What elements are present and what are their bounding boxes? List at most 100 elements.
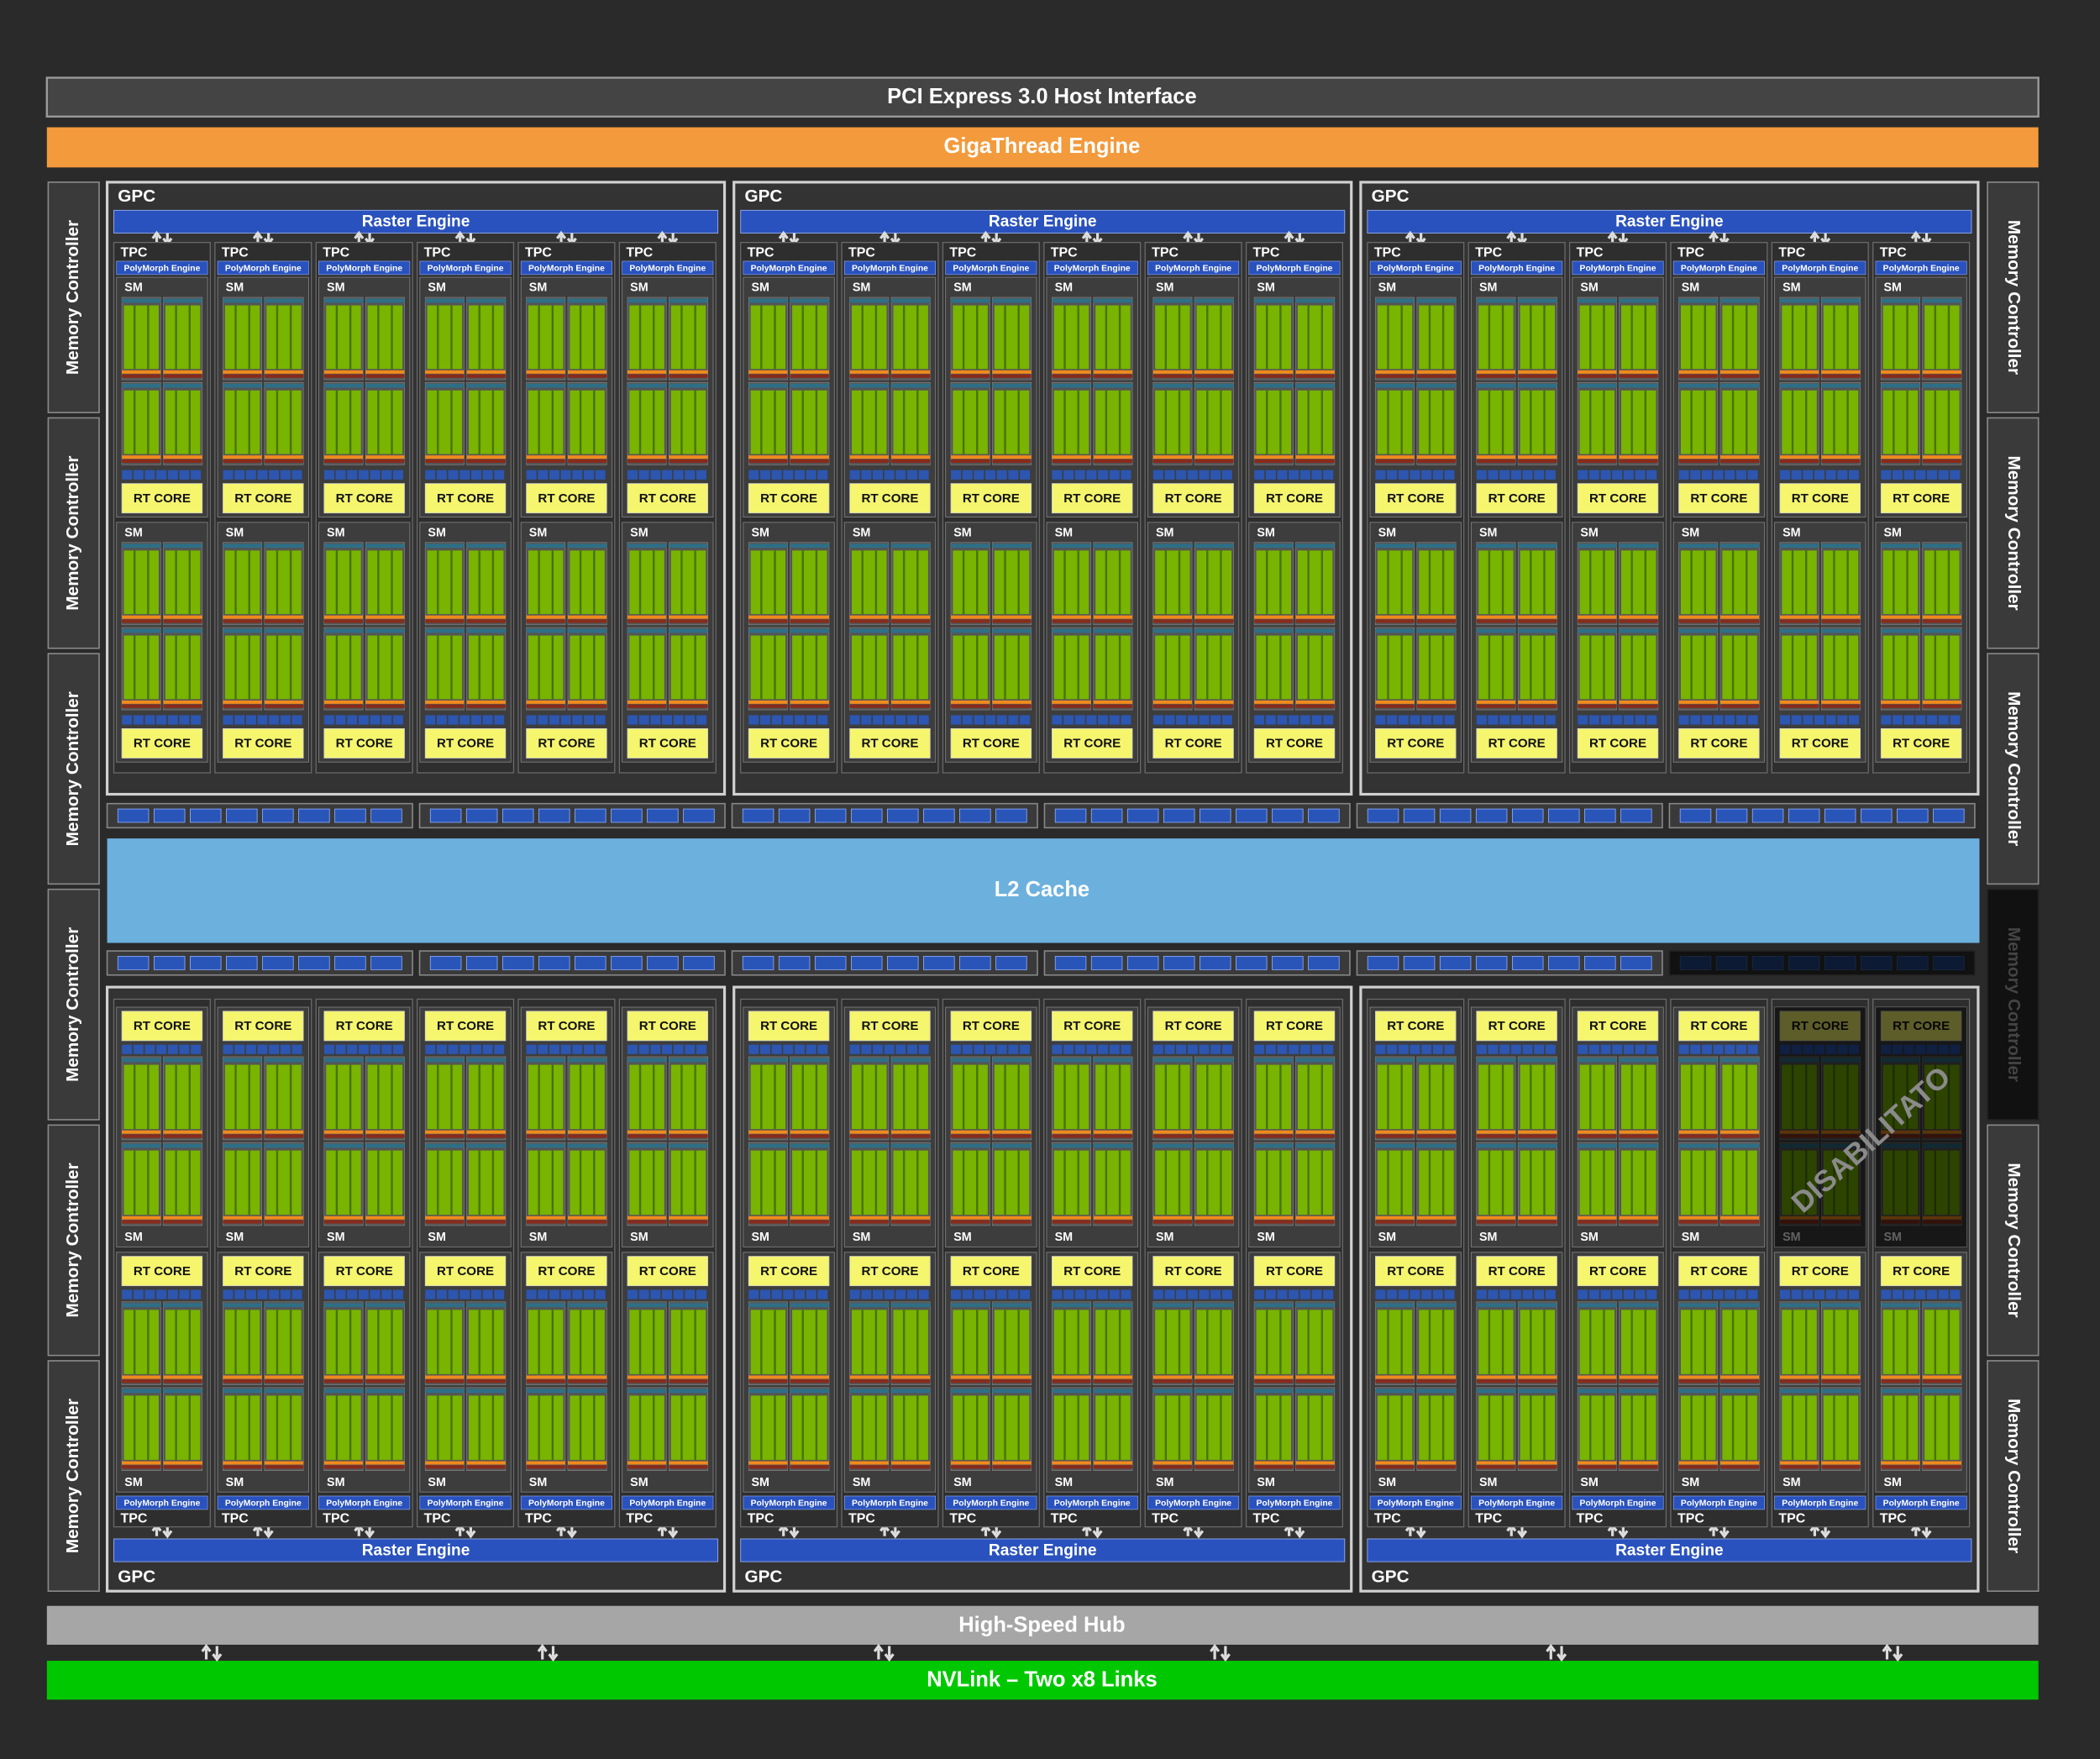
partition-cache — [992, 1216, 1032, 1220]
partition-lsu — [891, 1465, 931, 1469]
polymorph-label: PolyMorph Engine — [852, 264, 928, 273]
partition-bar — [1152, 383, 1193, 388]
core-stripe — [1704, 1064, 1707, 1130]
register-file — [1488, 1289, 1499, 1300]
partition-cache — [627, 1375, 667, 1379]
register-file — [1814, 715, 1825, 725]
partition-bar — [1416, 1143, 1457, 1148]
core-stripe — [1530, 1310, 1532, 1374]
crossbar-port — [923, 956, 955, 970]
partition-cache — [790, 1216, 829, 1220]
raster-engine-label: Raster Engine — [362, 1541, 470, 1559]
core-stripe — [1746, 390, 1748, 454]
partition-cache — [1518, 455, 1557, 459]
rt-core-label: RT CORE — [1063, 1264, 1121, 1279]
partition-lsu — [627, 619, 667, 623]
core-stripe — [1934, 1395, 1937, 1460]
partition-bar — [466, 383, 506, 388]
sm-label: SM — [1055, 1476, 1074, 1489]
arrow-pair — [555, 230, 577, 246]
register-file — [1074, 715, 1085, 725]
register-file — [1499, 715, 1510, 725]
partition-bar — [323, 1143, 364, 1148]
core-stripe — [1441, 1064, 1445, 1130]
partition-lsu — [849, 1220, 889, 1224]
core-stripe — [478, 1395, 480, 1460]
register-file — [1277, 1289, 1288, 1300]
crossbar-port — [647, 808, 679, 823]
rt-core — [1375, 483, 1457, 514]
partition-cache — [466, 1130, 506, 1134]
core-stripe — [1164, 1310, 1168, 1374]
cuda-cores — [570, 550, 605, 615]
partition-bar — [1375, 1303, 1415, 1308]
partition-lsu — [891, 374, 931, 378]
partition-lsu — [627, 1134, 667, 1138]
partition-bar — [1619, 298, 1658, 303]
core-stripe — [478, 550, 480, 615]
partition-cache — [748, 1130, 788, 1134]
core-stripe — [1603, 1310, 1605, 1374]
register-file — [459, 715, 470, 725]
partition-cache — [122, 1461, 161, 1465]
core-stripe — [1017, 635, 1020, 700]
partition-bar — [1922, 543, 1961, 549]
core-stripe — [1530, 305, 1532, 370]
partition-cache — [1678, 1216, 1718, 1220]
partition-cache — [1678, 1375, 1718, 1379]
crossbar-port — [1126, 808, 1159, 823]
partition-bar — [122, 628, 161, 633]
partition-lsu — [122, 374, 161, 378]
memory-controller-label: Memory Controller — [63, 456, 82, 611]
partition-bar — [526, 1143, 565, 1148]
crossbar-port — [1403, 956, 1436, 970]
core-stripe — [551, 390, 554, 454]
polymorph-engine — [1471, 1495, 1563, 1510]
partition-bar — [1152, 1058, 1193, 1063]
register-file — [794, 715, 805, 725]
core-stripe — [1178, 1395, 1181, 1460]
polymorph-label: PolyMorph Engine — [428, 1499, 504, 1508]
partition-cache — [1922, 1461, 1961, 1465]
partition-lsu — [748, 374, 788, 378]
partition-cache — [1881, 455, 1920, 459]
register-file — [1545, 715, 1556, 725]
rt-core-label: RT CORE — [1792, 491, 1849, 506]
cuda-cores — [1256, 305, 1291, 370]
crossbar-port — [683, 808, 715, 823]
tpc-label: TPC — [222, 1511, 249, 1525]
polymorph-engine — [622, 260, 714, 276]
partition-lsu — [1194, 1134, 1234, 1138]
register-file — [806, 1044, 816, 1054]
core-stripe — [1644, 1150, 1647, 1216]
rt-core — [323, 1011, 405, 1042]
sm-label: SM — [1580, 1476, 1598, 1489]
register-file — [122, 470, 133, 480]
register-file — [560, 715, 571, 725]
register-file — [1008, 715, 1019, 725]
core-stripe — [175, 1310, 177, 1374]
high-speed-hub: High-Speed Hub — [958, 1613, 1125, 1636]
register-file — [257, 715, 268, 725]
register-file — [794, 470, 805, 480]
partition-cache — [1578, 615, 1617, 619]
core-stripe — [874, 1150, 878, 1216]
register-file — [191, 715, 202, 725]
cuda-cores — [1621, 1150, 1656, 1216]
partition-cache — [1518, 1216, 1557, 1220]
core-stripe — [1893, 1395, 1895, 1460]
partition-lsu — [951, 1220, 990, 1224]
register-file — [748, 1044, 759, 1054]
register-file — [595, 1044, 606, 1054]
rt-core-label: RT CORE — [1165, 491, 1222, 506]
partition-bar — [264, 1303, 304, 1308]
partition-cache — [425, 615, 465, 619]
rt-core — [1880, 727, 1962, 759]
crossbar — [1356, 802, 1663, 829]
core-stripe — [653, 305, 655, 370]
rt-core-label: RT CORE — [134, 1019, 191, 1033]
rt-core — [748, 483, 830, 514]
rt-core — [849, 1256, 931, 1287]
rt-core-label: RT CORE — [963, 737, 1020, 751]
register-file — [234, 1044, 245, 1054]
